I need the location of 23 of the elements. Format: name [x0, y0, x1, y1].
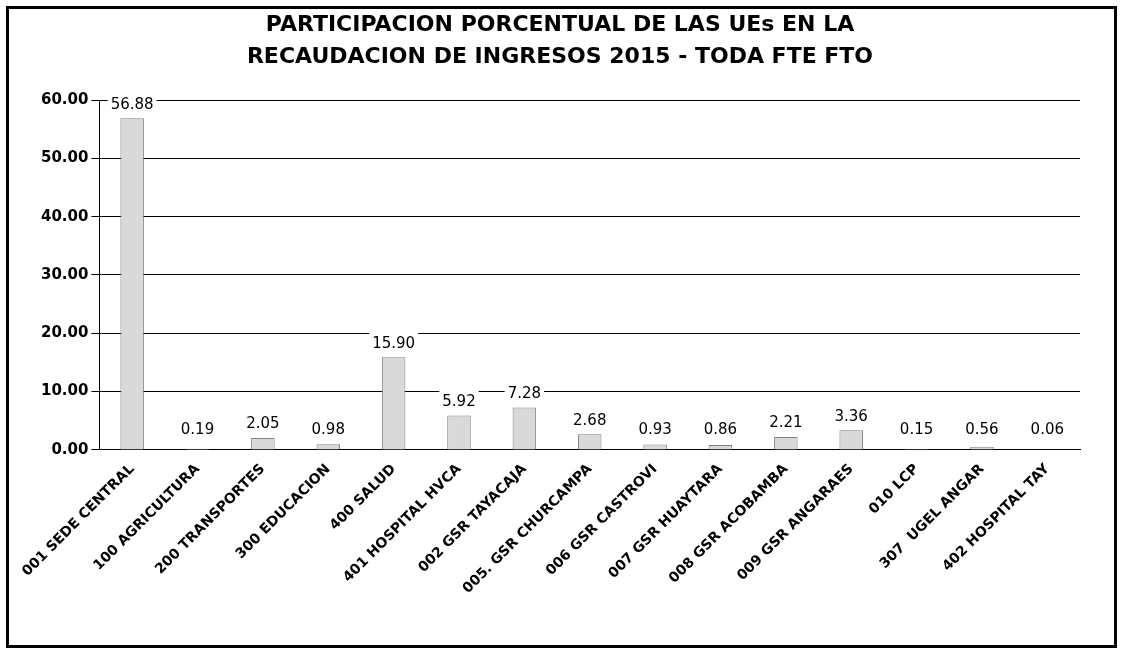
- y-tick-label: 0.00: [51, 439, 89, 458]
- data-label: 0.06: [1030, 420, 1065, 439]
- data-label: 2.21: [769, 413, 803, 432]
- data-label: 0.56: [965, 420, 999, 439]
- data-label: 0.19: [180, 420, 215, 439]
- y-tick-label: 50.00: [41, 148, 89, 167]
- data-label: 0.98: [311, 420, 345, 439]
- data-label: 0.15: [899, 420, 934, 439]
- data-label: 15.90: [372, 333, 416, 352]
- data-label: 3.36: [834, 406, 868, 425]
- y-tick-label: 40.00: [41, 206, 89, 225]
- data-label: 2.68: [573, 410, 607, 429]
- y-tick-label: 10.00: [41, 381, 89, 400]
- data-label: 0.93: [638, 420, 672, 439]
- data-label: 0.86: [703, 420, 738, 439]
- y-tick-label: 30.00: [41, 264, 89, 283]
- data-label: 56.88: [110, 94, 154, 113]
- data-label: 7.28: [507, 383, 542, 402]
- data-label: 5.92: [442, 391, 476, 410]
- y-tick-label: 20.00: [41, 323, 89, 342]
- chart-title: PARTICIPACION PORCENTUAL DE LAS UEs EN LA RECAUDACION DE INGRESOS 2015 - TODA FTE FTO: [245, 10, 875, 70]
- y-tick-label: 60.00: [41, 89, 89, 108]
- data-label: 2.05: [246, 414, 280, 433]
